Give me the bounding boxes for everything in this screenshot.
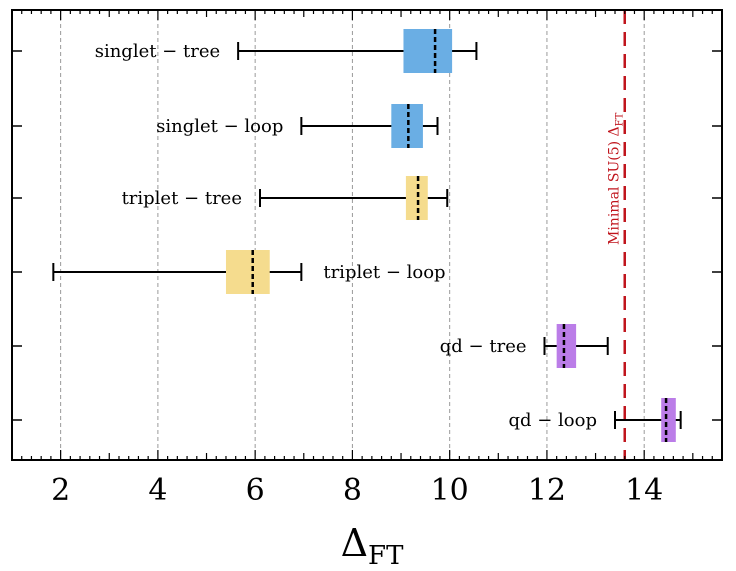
box-row: singlet − loop <box>156 104 439 148</box>
box-row: qd − tree <box>440 324 609 368</box>
row-label: triplet − tree <box>122 188 242 209</box>
x-tick-label: 10 <box>431 473 469 508</box>
plot-frame <box>11 9 723 461</box>
box <box>405 176 428 220</box>
box <box>391 104 423 148</box>
box <box>225 250 270 294</box>
axes: 2 4 6 8 10 12 14 <box>11 9 723 508</box>
box-row: triplet − tree <box>122 176 449 220</box>
row-label: triplet − loop <box>323 262 445 283</box>
box-rows: singlet − tree singlet − loop triplet − tr… <box>52 29 682 442</box>
box <box>661 398 676 442</box>
x-tick-label: 8 <box>343 473 362 508</box>
x-tick-label: 12 <box>528 473 566 508</box>
row-label: singlet − tree <box>95 41 220 62</box>
box-row: singlet − tree <box>95 29 478 73</box>
box-row: qd − loop <box>508 398 682 442</box>
reference-line-label: Minimal SU(5) ΔFT <box>607 112 626 245</box>
reference-line-group: Minimal SU(5) ΔFT <box>607 10 626 460</box>
box-row: triplet − loop <box>52 250 446 294</box>
x-tick-label: 6 <box>246 473 265 508</box>
row-label: qd − loop <box>508 410 597 431</box>
grid-lines <box>60 10 645 460</box>
x-tick-label: 2 <box>51 473 70 508</box>
box <box>403 29 453 73</box>
row-label: qd − tree <box>440 336 527 357</box>
x-tick-label: 4 <box>148 473 167 508</box>
x-axis-label: ΔFT <box>341 521 404 571</box>
x-tick-label: 14 <box>625 473 663 508</box>
row-label: singlet − loop <box>156 116 283 137</box>
box <box>556 324 577 368</box>
